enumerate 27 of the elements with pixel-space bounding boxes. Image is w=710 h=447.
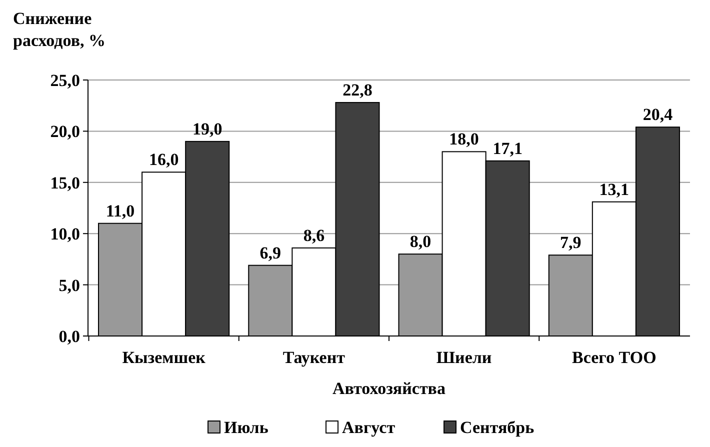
data-label: 11,0 xyxy=(106,201,135,220)
y-tick-label: 25,0 xyxy=(50,70,80,90)
legend-label: Август xyxy=(342,418,396,437)
y-tick-label: 20,0 xyxy=(50,122,80,142)
data-label: 7,9 xyxy=(560,233,582,252)
data-label: 8,6 xyxy=(303,226,325,245)
data-label: 6,9 xyxy=(260,243,282,262)
x-tick-label: Кыземшек xyxy=(122,348,206,367)
y-tick-label: 0,0 xyxy=(58,326,80,346)
x-tick-label: Шиели xyxy=(436,348,492,367)
x-tick-label: Таукент xyxy=(282,348,346,367)
data-label: 13,1 xyxy=(599,180,630,199)
y-axis-title: Снижение расходов, % xyxy=(13,9,106,50)
data-label: 19,0 xyxy=(192,119,222,138)
data-label: 16,0 xyxy=(148,150,179,170)
y-tick-label: 15,0 xyxy=(50,173,80,192)
y-tick-label: 10,0 xyxy=(50,224,80,244)
x-axis-title: Автохозяйства xyxy=(332,379,446,398)
y-tick-label: 5,0 xyxy=(58,276,80,295)
data-label: 8,0 xyxy=(410,232,432,252)
legend-label: Июль xyxy=(224,418,268,437)
data-label: 22,8 xyxy=(342,80,372,100)
legend-label: Сентябрь xyxy=(460,418,534,437)
data-label: 18,0 xyxy=(449,130,479,149)
data-label: 20,4 xyxy=(642,105,674,124)
data-label: 17,1 xyxy=(492,138,522,158)
x-tick-label: Всего ТОО xyxy=(572,348,656,367)
